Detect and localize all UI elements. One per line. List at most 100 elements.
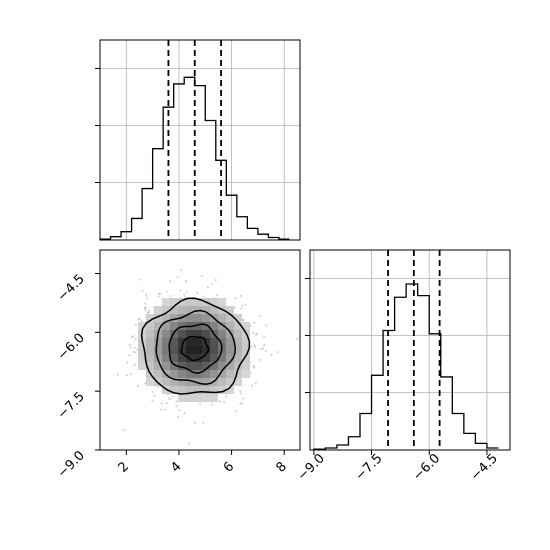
scatter-point [254, 382, 257, 385]
density-cell [234, 354, 242, 362]
density-cell [170, 386, 178, 394]
density-cell [202, 322, 210, 330]
density-cell [170, 370, 178, 378]
contour-line [140, 297, 251, 395]
scatter-point [132, 350, 135, 353]
scatter-point [144, 302, 147, 305]
scatter-point [244, 303, 247, 306]
scatter-point [160, 402, 163, 405]
scatter-point [214, 279, 217, 282]
scatter-point [202, 295, 205, 298]
scatter-point [126, 361, 129, 364]
density-cell [138, 346, 146, 354]
scatter-point [259, 358, 262, 361]
density-cell [226, 362, 234, 370]
scatter-point [144, 309, 147, 312]
density-cell [218, 314, 226, 322]
density-cell [146, 354, 154, 362]
scatter-point [159, 408, 162, 411]
scatter-point [175, 400, 178, 403]
x-tick-label: −4.5 [468, 451, 501, 484]
density-cell [186, 298, 194, 306]
scatter-point [202, 421, 205, 424]
scatter-point [234, 297, 237, 300]
scatter-point [184, 296, 187, 299]
density-cell [186, 378, 194, 386]
density-cell [194, 354, 202, 362]
scatter-point [144, 382, 147, 385]
right-hist-step [313, 283, 499, 450]
density-cell [194, 298, 202, 306]
scatter-point [134, 351, 137, 354]
density-cell [186, 394, 194, 402]
scatter-point [146, 311, 149, 315]
scatter-point [151, 399, 154, 402]
scatter-point [147, 309, 150, 312]
density-cell [162, 298, 170, 306]
density-cell [186, 362, 194, 370]
density-cell [170, 314, 178, 322]
scatter-point [137, 318, 141, 321]
density-cell [146, 378, 154, 386]
top-hist-grid [100, 40, 300, 240]
right-hist-grid [310, 250, 510, 450]
top-hist-quantiles [167, 40, 222, 240]
x-tick-label: −9.0 [295, 451, 328, 484]
density-cell [210, 394, 218, 402]
density-cell [162, 386, 170, 394]
density-cell [226, 338, 234, 346]
density-cell [162, 330, 170, 338]
density-cell [178, 362, 186, 370]
density-cell [178, 378, 186, 386]
density-cell [146, 362, 154, 370]
y-tick-label: −4.5 [55, 272, 88, 305]
scatter-point [234, 410, 237, 413]
joint-xticks: 2 4 6 8 [116, 450, 290, 476]
density-cell [154, 306, 162, 314]
density-cell [194, 378, 202, 386]
scatter-point [296, 337, 299, 341]
scatter-point [233, 306, 236, 310]
density-cell [170, 306, 178, 314]
density-cell [242, 362, 250, 370]
density-cell [186, 338, 194, 346]
density-cell [162, 338, 170, 346]
density-cell [178, 394, 186, 402]
scatter-point [183, 293, 186, 296]
density-cell [234, 322, 242, 330]
scatter-point [218, 400, 222, 403]
scatter-point [179, 289, 182, 292]
scatter-point [167, 397, 171, 400]
scatter-point [224, 395, 228, 398]
scatter-point [263, 343, 266, 347]
scatter-point [179, 269, 183, 272]
scatter-point [254, 333, 258, 336]
density-cell [178, 386, 186, 394]
density-cell [178, 354, 186, 362]
density-cell [210, 362, 218, 370]
scatter-point [134, 338, 137, 341]
density-cell [210, 354, 218, 362]
scatter-point [241, 318, 244, 321]
density-cell [202, 362, 210, 370]
density-cell [242, 338, 250, 346]
density-cell [218, 362, 226, 370]
density-cell [162, 322, 170, 330]
scatter-point [175, 405, 178, 408]
top-hist-step [99, 76, 290, 240]
scatter-point [157, 385, 160, 388]
density-cell [170, 322, 178, 330]
contour-line [168, 323, 223, 374]
scatter-point [265, 324, 268, 327]
scatter-point [184, 280, 188, 283]
scatter-point [136, 348, 139, 351]
scatter-point [159, 292, 162, 296]
scatter-point [136, 384, 140, 388]
density-cell [178, 298, 186, 306]
density-cell [186, 370, 194, 378]
density-cell [154, 362, 162, 370]
contour-line [155, 309, 236, 386]
scatter-point [177, 415, 180, 419]
y-tick-label: −9.0 [55, 448, 88, 481]
